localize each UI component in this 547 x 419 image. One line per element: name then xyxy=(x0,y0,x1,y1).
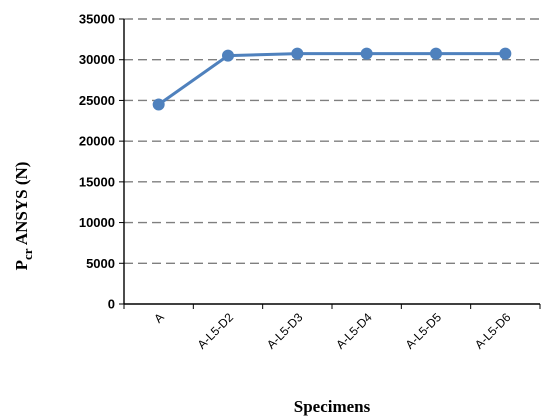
y-tick-label: 30000 xyxy=(79,52,115,67)
gridlines xyxy=(124,18,540,264)
x-tick-label: A xyxy=(151,310,167,326)
y-axis-title: Pcr ANSYS (N) xyxy=(12,162,35,271)
y-axis-ticks: 0 5000 10000 15000 20000 25000 30000 35000 xyxy=(79,12,115,312)
y-tick-label: 5000 xyxy=(86,256,115,271)
series-line xyxy=(157,52,506,106)
axes xyxy=(119,18,541,309)
y-axis-title-subscript: cr xyxy=(20,248,35,260)
y-tick-label: 25000 xyxy=(79,93,115,108)
y-tick-label: 0 xyxy=(108,297,115,312)
x-tick-label: A-L5-D4 xyxy=(333,310,375,352)
x-axis-ticks: A A-L5-D2 A-L5-D3 A-L5-D4 A-L5-D5 A-L5-D6 xyxy=(151,310,513,352)
data-point xyxy=(222,49,234,62)
data-point xyxy=(360,47,373,60)
data-point xyxy=(499,47,512,60)
y-tick-label: 10000 xyxy=(79,215,115,230)
data-point xyxy=(152,98,165,111)
x-tick-label: A-L5-D6 xyxy=(472,310,514,352)
series-group xyxy=(152,47,512,111)
y-tick-label: 15000 xyxy=(79,174,115,189)
y-tick-label: 35000 xyxy=(79,12,115,27)
data-point xyxy=(430,47,442,60)
x-tick-label: A-L5-D2 xyxy=(195,310,237,352)
y-axis-title-main: P xyxy=(12,260,31,270)
y-axis-title-rest: ANSYS (N) xyxy=(12,162,31,249)
data-point xyxy=(291,47,304,60)
x-tick-label: A-L5-D5 xyxy=(403,310,445,352)
y-tick-label: 20000 xyxy=(79,134,115,149)
x-tick-label: A-L5-D3 xyxy=(264,310,306,352)
x-axis-title: Specimens xyxy=(294,397,371,416)
